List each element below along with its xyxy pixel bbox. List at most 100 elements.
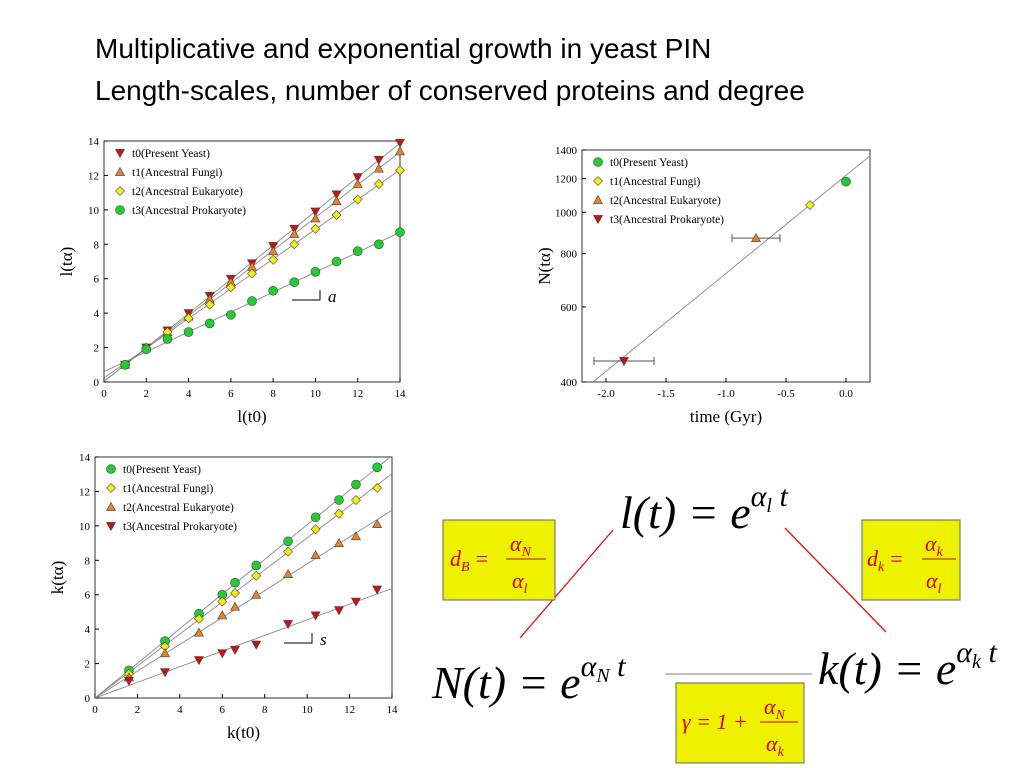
legend-label: t0(Present Yeast) (610, 157, 688, 169)
point (193, 656, 204, 666)
x-tick-label: 2 (144, 388, 150, 400)
point (247, 268, 257, 279)
y-tick-label: 8 (94, 239, 100, 251)
point (289, 277, 300, 287)
point (230, 601, 241, 611)
point (394, 146, 406, 156)
point (310, 512, 321, 523)
legend-marker (106, 464, 116, 474)
legend-label: t3(Ancestral Prokaryote) (610, 214, 724, 226)
point (123, 676, 134, 686)
point (159, 648, 171, 658)
y-tick-label: 8 (85, 555, 91, 567)
y-axis-label: N(tα) (535, 247, 554, 284)
legend-marker (114, 166, 126, 176)
eq-sub: N (595, 665, 611, 687)
title-line: Length-scales, number of conserved prote… (95, 75, 805, 106)
lhs: d (867, 546, 879, 571)
point (310, 524, 321, 535)
point (251, 560, 262, 571)
point (331, 196, 342, 206)
box-lhs: γ = 1 + (682, 709, 748, 734)
legend-label: t2(Ancestral Eukaryote) (123, 502, 234, 514)
den-sub: k (778, 745, 785, 760)
point (230, 577, 240, 588)
point (310, 550, 321, 560)
point (226, 310, 236, 320)
eq-sub: k (972, 651, 982, 673)
legend-label: t2(Ancestral Eukaryote) (132, 186, 243, 198)
eq-exp: t (772, 480, 789, 513)
legend-marker (115, 186, 125, 196)
x-tick-label: 6 (220, 704, 226, 716)
point (159, 668, 171, 678)
y-axis-label: k(tα) (48, 561, 67, 594)
x-tick-label: 0 (101, 388, 107, 400)
x-tick-label: 12 (344, 704, 355, 716)
x-tick-label: 12 (352, 388, 363, 400)
eq-exp: α (956, 636, 973, 669)
legend-marker (593, 157, 603, 167)
y-tick-label: 10 (79, 521, 91, 533)
legend-label: t0(Present Yeast) (132, 148, 210, 160)
point (618, 357, 630, 367)
y-tick-label: 0 (85, 693, 91, 705)
point (283, 620, 294, 630)
eq-text: k(t) = e (818, 643, 956, 694)
x-tick-label: 4 (186, 388, 192, 400)
x-tick-label: 14 (387, 704, 399, 716)
point (283, 536, 293, 547)
x-tick-label: 8 (262, 704, 268, 716)
lhs-sub: k (878, 560, 885, 575)
annotation: a (328, 287, 337, 306)
box-den: αl (512, 568, 528, 597)
legend-label: t1(Ancestral Fungi) (132, 167, 223, 179)
x-axis-label: k(t0) (227, 723, 260, 742)
legend-marker (114, 149, 126, 159)
point (217, 649, 228, 659)
point (268, 285, 278, 296)
legend-marker (592, 215, 604, 225)
point (204, 318, 215, 329)
point (225, 282, 236, 293)
equation: k(t) = eαk t (818, 636, 997, 694)
y-tick-label: 12 (79, 486, 90, 498)
y-tick-label: 4 (94, 308, 100, 320)
point (334, 508, 344, 519)
x-axis-label: l(t0) (237, 407, 266, 426)
y-tick-label: 400 (561, 377, 578, 389)
point (750, 232, 762, 243)
y-tick-label: 6 (85, 590, 91, 602)
chart: -2.0 -1.5 -1.0 -0.5 0.0 400 600 800 1000 1200 1400… (535, 145, 871, 426)
point (251, 640, 262, 650)
y-tick-label: 1400 (555, 145, 578, 157)
den: α (926, 568, 938, 593)
den: α (766, 731, 778, 756)
connector (519, 529, 614, 639)
y-tick-label: 14 (79, 452, 91, 464)
x-tick-label: 8 (270, 388, 276, 400)
point (217, 610, 228, 620)
point (395, 227, 405, 238)
point (372, 462, 382, 473)
y-tick-label: 2 (85, 659, 91, 671)
dk-box: dk = αk αl (861, 519, 961, 601)
eq-exp: α (581, 650, 598, 683)
eq-sign: = (890, 546, 902, 571)
box (861, 519, 961, 601)
dB-box: dB = αN αl (442, 519, 556, 601)
point (289, 239, 300, 250)
x-tick-label: 4 (177, 704, 183, 716)
point (351, 479, 361, 490)
eq-exp: α (751, 480, 768, 513)
point (372, 585, 383, 595)
point (120, 359, 130, 370)
point (268, 246, 279, 256)
box (442, 519, 556, 601)
eq-exp: t (610, 650, 627, 683)
point (333, 606, 344, 616)
den-sub: l (524, 582, 528, 597)
point (183, 327, 194, 337)
plot-frame (103, 140, 401, 383)
lhs: d (450, 546, 462, 571)
